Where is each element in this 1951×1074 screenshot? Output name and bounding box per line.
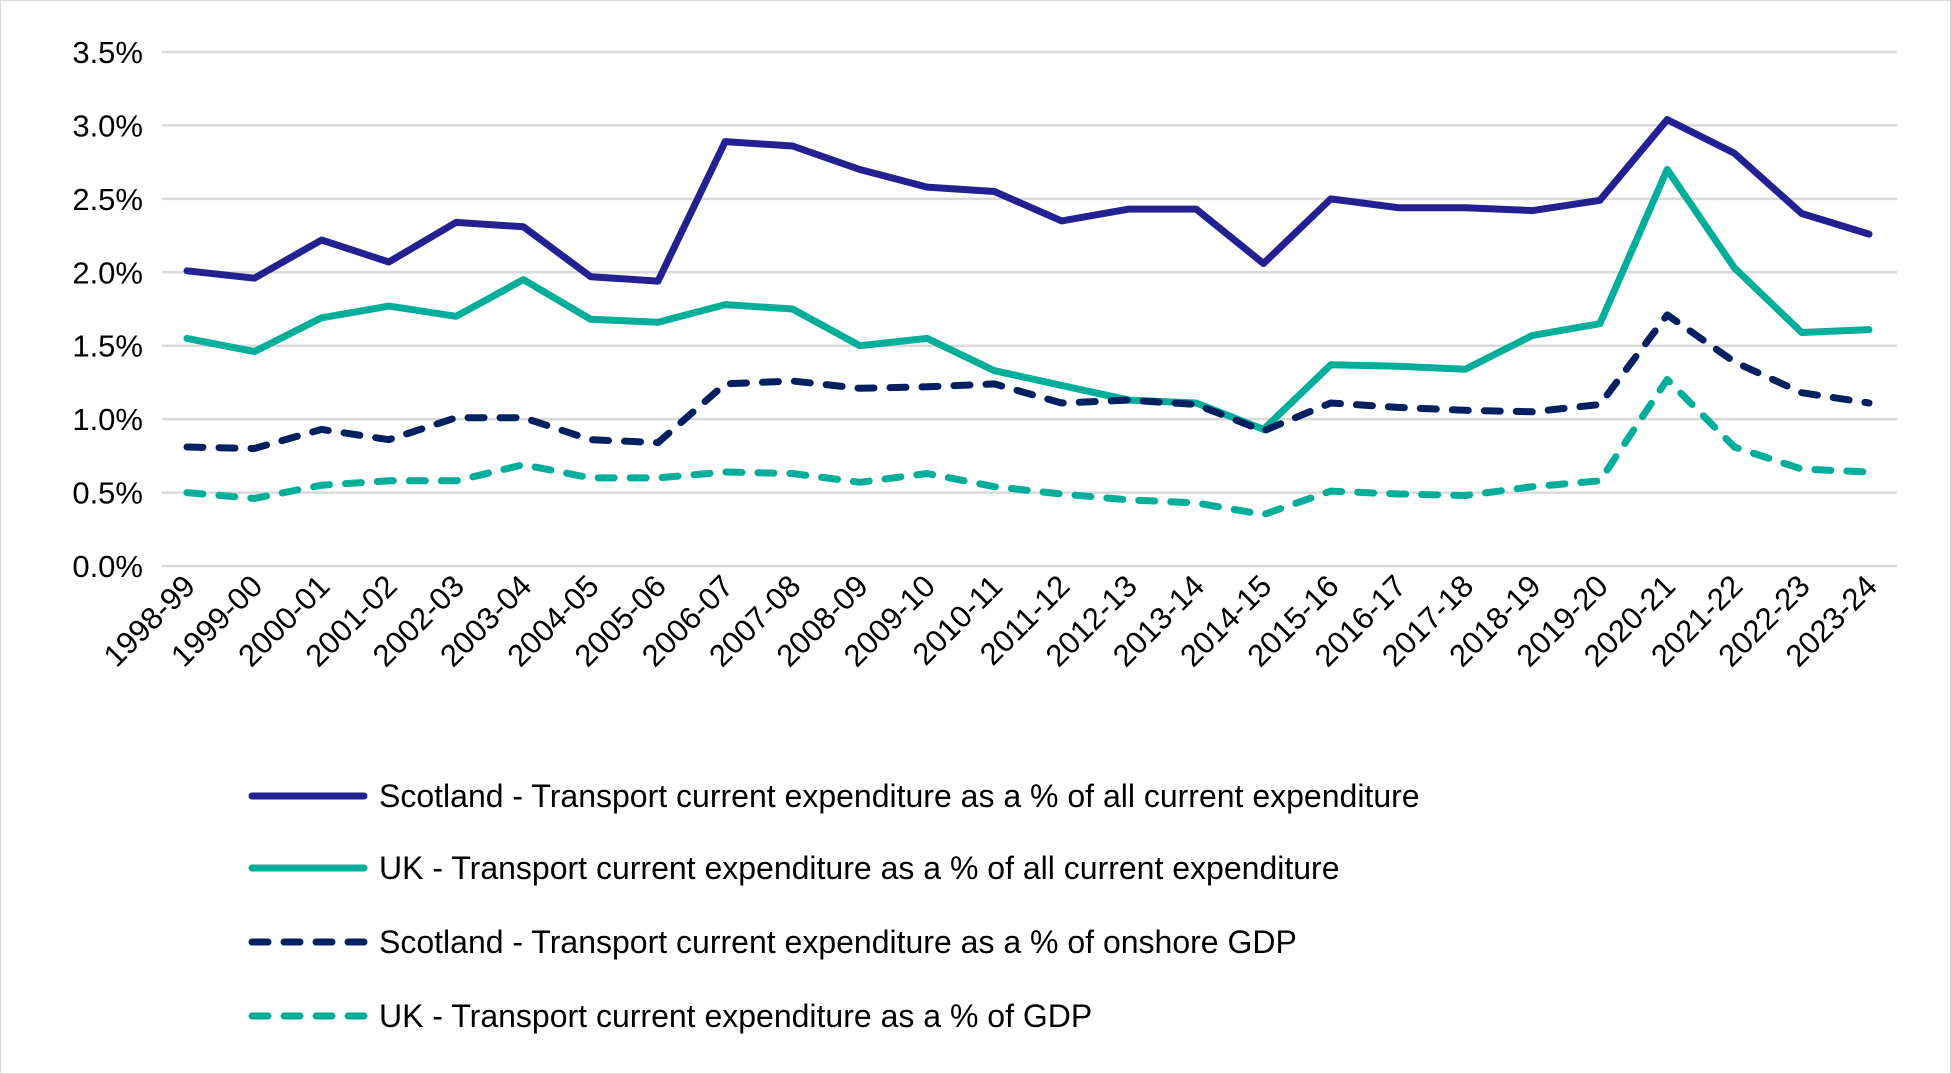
- series-line-2: [183, 166, 1873, 433]
- legend-label: UK - Transport current expenditure as a …: [379, 998, 1092, 1034]
- x-axis-labels: 1998-991999-002000-012001-022002-032003-…: [97, 568, 1884, 673]
- gridlines: [162, 50, 1897, 568]
- legend-label: UK - Transport current expenditure as a …: [379, 850, 1339, 886]
- y-tick-label: 0.0%: [72, 549, 143, 584]
- y-axis-labels: 0.0% 0.5% 1.0% 1.5% 2.0% 2.5% 3.0% 3.5%: [72, 35, 143, 584]
- series-line-4: [183, 376, 1873, 519]
- y-tick-label: 2.5%: [72, 182, 143, 217]
- series-line-1: [183, 116, 1873, 285]
- y-tick-label: 1.5%: [72, 329, 143, 364]
- y-tick-label: 3.5%: [72, 35, 143, 70]
- legend-label: Scotland - Transport current expenditure…: [379, 778, 1420, 814]
- y-tick-label: 2.0%: [72, 255, 143, 290]
- y-tick-label: 1.0%: [72, 402, 143, 437]
- legend: Scotland - Transport current expenditure…: [248, 778, 1420, 1034]
- legend-label: Scotland - Transport current expenditure…: [379, 924, 1297, 960]
- series-line-3: [183, 311, 1873, 452]
- y-tick-label: 0.5%: [72, 476, 143, 511]
- series-lines: [183, 116, 1873, 519]
- y-tick-label: 3.0%: [72, 108, 143, 143]
